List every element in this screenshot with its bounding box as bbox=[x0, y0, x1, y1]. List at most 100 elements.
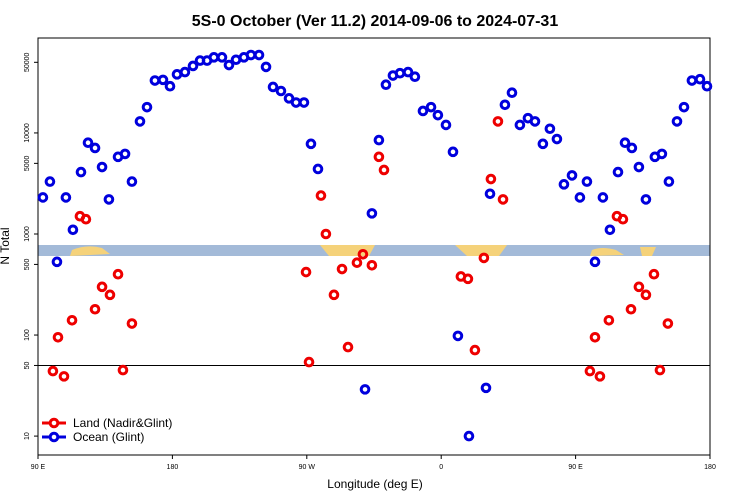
point bbox=[663, 176, 675, 187]
point bbox=[44, 176, 56, 187]
point bbox=[366, 259, 378, 271]
point bbox=[497, 194, 509, 205]
point bbox=[320, 228, 332, 240]
point bbox=[594, 371, 606, 382]
point bbox=[89, 142, 101, 154]
point bbox=[103, 194, 115, 205]
point bbox=[452, 330, 464, 342]
point bbox=[303, 356, 315, 368]
point bbox=[626, 142, 638, 154]
point bbox=[529, 116, 541, 127]
point bbox=[462, 273, 474, 285]
point bbox=[558, 179, 570, 190]
point bbox=[589, 331, 601, 343]
point bbox=[478, 252, 490, 264]
point bbox=[604, 224, 616, 236]
point bbox=[492, 116, 504, 127]
legend-label: Ocean (Glint) bbox=[73, 430, 144, 444]
plot-frame bbox=[37, 37, 711, 456]
y-tick-label: 1000 bbox=[24, 226, 31, 242]
chart-title: 5S-0 October (Ver 11.2) 2014-09-06 to 20… bbox=[192, 13, 559, 30]
point bbox=[96, 161, 108, 173]
point bbox=[157, 74, 169, 86]
point bbox=[117, 364, 129, 376]
point bbox=[187, 60, 199, 72]
point bbox=[47, 365, 59, 377]
y-tick-label: 50 bbox=[24, 361, 31, 369]
point bbox=[164, 80, 176, 92]
x-tick-label: 90 W bbox=[299, 464, 316, 471]
point bbox=[357, 248, 369, 260]
point bbox=[574, 192, 586, 203]
legend-marker bbox=[48, 431, 60, 443]
point bbox=[656, 148, 668, 160]
point bbox=[654, 364, 666, 376]
point bbox=[625, 303, 637, 315]
point bbox=[648, 268, 660, 280]
point bbox=[537, 138, 549, 150]
point bbox=[312, 163, 324, 175]
point bbox=[104, 289, 116, 301]
point bbox=[223, 59, 235, 71]
point bbox=[267, 81, 279, 93]
point bbox=[425, 101, 437, 113]
point bbox=[112, 268, 124, 280]
point bbox=[89, 303, 101, 315]
point bbox=[440, 119, 452, 131]
point bbox=[378, 164, 390, 176]
point bbox=[373, 151, 385, 163]
point bbox=[373, 134, 385, 146]
y-axis-label: N Total bbox=[0, 227, 12, 264]
y-tick-label: 10 bbox=[24, 432, 31, 440]
x-tick-label: 90 E bbox=[568, 464, 583, 471]
x-tick-label: 90 E bbox=[31, 464, 46, 471]
point bbox=[126, 318, 138, 329]
point bbox=[179, 66, 191, 78]
point bbox=[432, 109, 444, 121]
point bbox=[52, 331, 64, 343]
point bbox=[328, 289, 340, 301]
point bbox=[216, 52, 228, 63]
point bbox=[119, 148, 131, 160]
point bbox=[260, 61, 272, 73]
legend-label: Land (Nadir&Glint) bbox=[73, 416, 172, 430]
point bbox=[678, 101, 690, 113]
x-tick-label: 0 bbox=[439, 464, 443, 471]
point bbox=[701, 80, 713, 92]
point bbox=[480, 382, 492, 394]
point bbox=[351, 257, 363, 268]
point bbox=[612, 166, 624, 178]
point bbox=[134, 116, 146, 127]
point bbox=[617, 213, 629, 225]
point bbox=[82, 137, 94, 149]
point bbox=[208, 52, 220, 63]
point bbox=[506, 87, 518, 99]
point bbox=[589, 256, 601, 268]
y-tick-label: 10000 bbox=[24, 123, 31, 143]
point bbox=[80, 213, 92, 225]
point bbox=[245, 49, 257, 61]
point bbox=[662, 318, 674, 329]
point bbox=[409, 71, 421, 83]
point bbox=[619, 137, 631, 149]
y-tick-label: 5000 bbox=[24, 155, 31, 171]
x-axis-label: Longitude (deg E) bbox=[327, 477, 422, 491]
point bbox=[366, 208, 378, 219]
x-tick-label: 180 bbox=[704, 464, 716, 471]
point bbox=[584, 365, 596, 377]
point bbox=[141, 101, 153, 113]
point bbox=[499, 99, 511, 111]
point bbox=[671, 116, 683, 127]
point bbox=[597, 192, 609, 203]
point bbox=[402, 66, 414, 78]
point bbox=[336, 263, 348, 275]
point bbox=[275, 85, 287, 97]
point bbox=[58, 371, 70, 382]
point bbox=[544, 123, 556, 135]
point bbox=[126, 176, 138, 187]
point bbox=[60, 192, 72, 203]
point bbox=[315, 190, 327, 201]
x-tick-label: 180 bbox=[167, 464, 179, 471]
point bbox=[694, 73, 706, 85]
point bbox=[298, 97, 310, 108]
